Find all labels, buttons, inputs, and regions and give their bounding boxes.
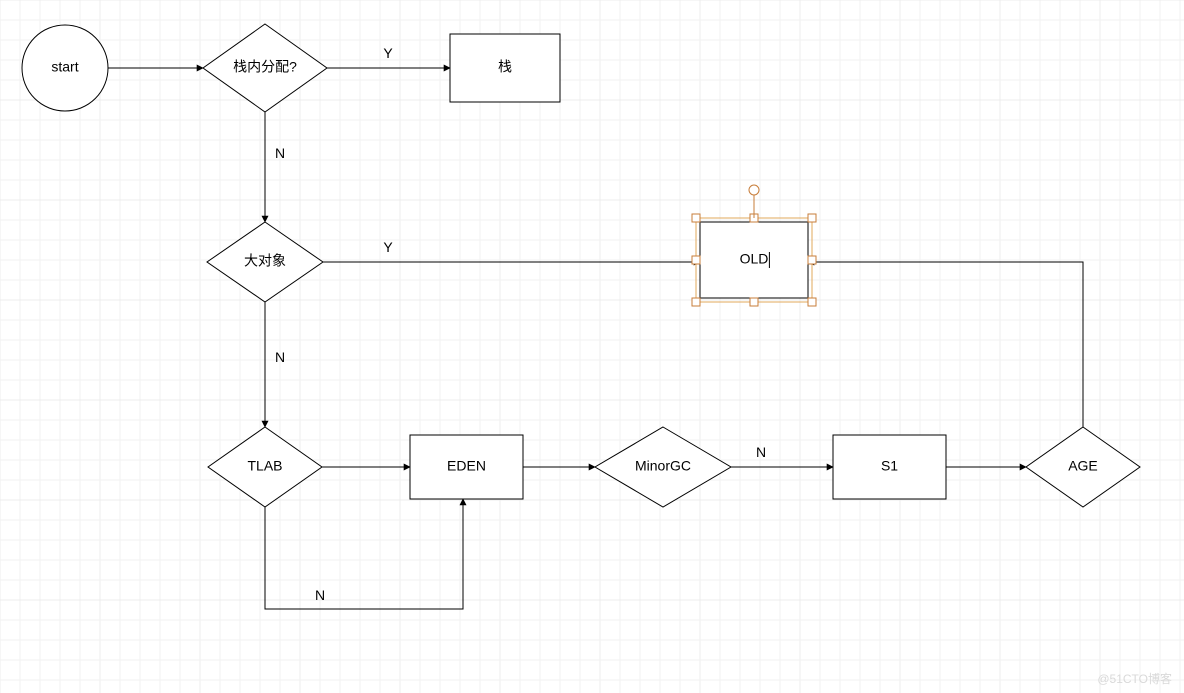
edge-label-8: N	[756, 444, 766, 460]
node-label-n_tlab: TLAB	[247, 458, 282, 474]
node-n_s1[interactable]: S1	[833, 435, 946, 499]
node-label-n_s1: S1	[881, 458, 898, 474]
node-label-n_stack: 栈	[498, 59, 512, 75]
node-label-n_eden: EDEN	[447, 458, 486, 474]
node-label-n_stack_q: 栈内分配?	[233, 59, 297, 75]
resize-handle-2[interactable]	[808, 214, 816, 222]
node-label-n_age: AGE	[1068, 458, 1098, 474]
edge-label-2: N	[275, 145, 285, 161]
resize-handle-5[interactable]	[692, 298, 700, 306]
node-start[interactable]: start	[22, 25, 108, 111]
watermark: @51CTO博客	[1097, 671, 1172, 686]
node-label-n_old: OLD	[740, 251, 769, 267]
resize-handle-7[interactable]	[808, 298, 816, 306]
node-n_stack[interactable]: 栈	[450, 34, 560, 102]
node-n_eden[interactable]: EDEN	[410, 435, 523, 499]
edge-label-1: Y	[383, 45, 393, 61]
resize-handle-4[interactable]	[808, 256, 816, 264]
node-label-n_bigobj: 大对象	[244, 253, 286, 269]
resize-handle-0[interactable]	[692, 214, 700, 222]
edge-label-3: Y	[383, 239, 393, 255]
rotate-handle[interactable]	[749, 185, 759, 195]
resize-handle-3[interactable]	[692, 256, 700, 264]
node-label-n_minor: MinorGC	[635, 458, 691, 474]
resize-handle-6[interactable]	[750, 298, 758, 306]
flowchart-canvas: Y N Y N N Nstart 栈内分配? 栈大对象 OLD TLAB EDEN MinorGC S1…	[0, 0, 1184, 693]
node-label-start: start	[51, 59, 78, 75]
edge-label-6: N	[315, 587, 325, 603]
edge-label-4: N	[275, 349, 285, 365]
